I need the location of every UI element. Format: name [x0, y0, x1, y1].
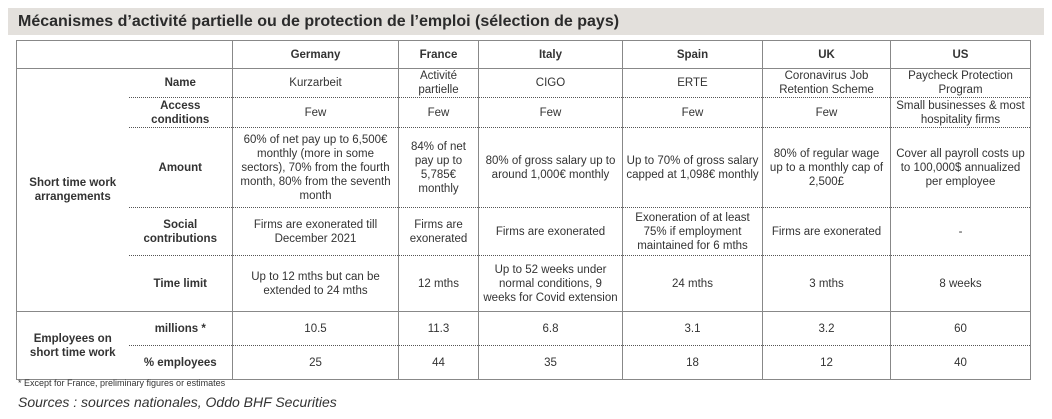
- table: Germany France Italy Spain UK US Short time wo…: [16, 40, 1031, 380]
- column-header: UK: [762, 40, 891, 69]
- row: Short time work arrangements Name Kurzarbe…: [16, 68, 1031, 312]
- cell: 60: [890, 311, 1031, 346]
- cell: 40: [890, 345, 1031, 380]
- cell: CIGO: [478, 68, 623, 98]
- source: Sources : sources nationales, Oddo BHF S…: [18, 394, 337, 410]
- cell: Firms are exonerated: [398, 207, 479, 256]
- row: % employees 25 44 35 18 12 40: [17, 345, 1031, 380]
- cell: 11.3: [398, 311, 479, 346]
- cell: Firms are exonerated: [478, 207, 623, 256]
- row: Amount 60% of net pay up to 6,500€ monthl…: [17, 127, 1031, 208]
- cell: 6.8: [478, 311, 623, 346]
- cell: 80% of gross salary up to around 1,000€ …: [478, 127, 623, 208]
- row-label: millions *: [128, 311, 233, 346]
- row-label: Name: [128, 68, 233, 98]
- cell: 3.1: [622, 311, 763, 346]
- row-label: % employees: [128, 345, 233, 380]
- row-label: Time limit: [128, 255, 233, 312]
- cell: 3 mths: [762, 255, 891, 312]
- cell: Few: [622, 97, 763, 128]
- column-header: Italy: [478, 40, 623, 69]
- cell: 44: [398, 345, 479, 380]
- cell: Cover all payroll costs up to 100,000$ a…: [890, 127, 1031, 208]
- row: Employees on short time work millions * 10…: [16, 311, 1031, 380]
- cell: Coronavirus Job Retention Scheme: [762, 68, 891, 98]
- cell: 12 mths: [398, 255, 479, 312]
- cell: Small businesses & most hospitality firm…: [890, 97, 1031, 128]
- cell: Paycheck Protection Program: [890, 68, 1031, 98]
- cell: 60% of net pay up to 6,500€ monthly (mor…: [232, 127, 399, 208]
- cell: -: [890, 207, 1031, 256]
- cell: 24 mths: [622, 255, 763, 312]
- title: Mécanismes d’activité partielle ou de pr…: [8, 8, 1044, 35]
- cell: Few: [232, 97, 399, 128]
- cell: Few: [762, 97, 891, 128]
- row: Social contributions Firms are exonerated…: [17, 207, 1031, 256]
- row-label: Social contributions: [128, 207, 233, 256]
- column-header: Spain: [622, 40, 763, 69]
- column-header: US: [890, 40, 1031, 69]
- row-label: Access conditions: [128, 97, 233, 128]
- cell: Kurzarbeit: [232, 68, 399, 98]
- blank-cell: [129, 41, 233, 69]
- header-row: Germany France Italy Spain UK US: [17, 40, 1031, 69]
- column-header: France: [398, 40, 479, 69]
- footnote: * Except for France, preliminary figures…: [18, 378, 226, 388]
- blank-cell: [17, 41, 129, 69]
- cell: Few: [398, 97, 479, 128]
- cell: Few: [478, 97, 623, 128]
- cell: ERTE: [622, 68, 763, 98]
- cell: 8 weeks: [890, 255, 1031, 312]
- row: Time limit Up to 12 mths but can be exten…: [17, 255, 1031, 312]
- cell: Up to 12 mths but can be extended to 24 …: [232, 255, 399, 312]
- cell: 35: [478, 345, 623, 380]
- cell: 18: [622, 345, 763, 380]
- cell: Up to 70% of gross salary capped at 1,09…: [622, 127, 763, 208]
- column-header: Germany: [232, 40, 399, 69]
- cell: Up to 52 weeks under normal conditions, …: [478, 255, 623, 312]
- row: Access conditions Few Few Few Few Few Small bu…: [17, 97, 1031, 128]
- cell: Exoneration of at least 75% if employmen…: [622, 207, 763, 256]
- cell: 84% of net pay up to 5,785€ monthly: [398, 127, 479, 208]
- section-label: Short time work arrangements: [16, 68, 129, 312]
- row-label: Amount: [128, 127, 233, 208]
- cell: 80% of regular wage up to a monthly cap …: [762, 127, 891, 208]
- cell: 25: [232, 345, 399, 380]
- cell: 3.2: [762, 311, 891, 346]
- cell: Firms are exonerated till December 2021: [232, 207, 399, 256]
- section-label: Employees on short time work: [16, 311, 129, 380]
- cell: 10.5: [232, 311, 399, 346]
- cell: Activité partielle: [398, 68, 479, 98]
- cell: Firms are exonerated: [762, 207, 891, 256]
- cell: 12: [762, 345, 891, 380]
